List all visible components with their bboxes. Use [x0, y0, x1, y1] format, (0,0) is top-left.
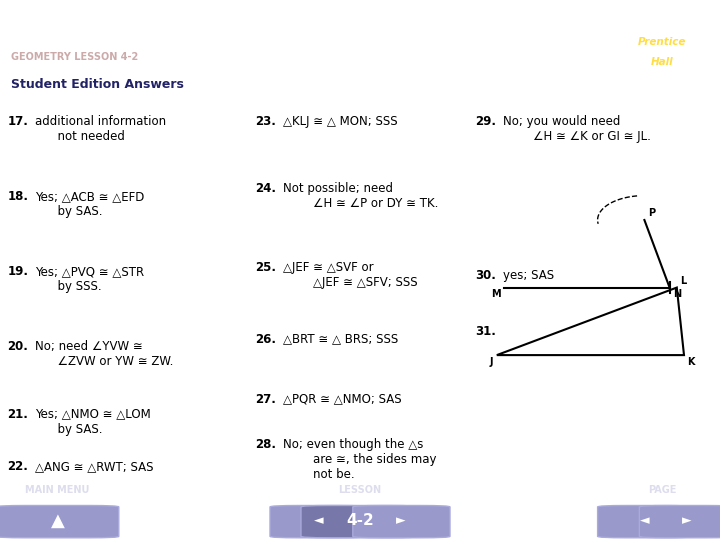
- Text: 19.: 19.: [7, 265, 28, 278]
- Text: ◄: ◄: [640, 515, 650, 528]
- FancyBboxPatch shape: [639, 505, 720, 538]
- Text: 18.: 18.: [7, 190, 28, 203]
- Text: No; need ∠YVW ≅
      ∠ZVW or YW ≅ ZW.: No; need ∠YVW ≅ ∠ZVW or YW ≅ ZW.: [35, 340, 173, 368]
- Text: 17.: 17.: [7, 115, 28, 128]
- Text: ▲: ▲: [50, 512, 65, 530]
- FancyBboxPatch shape: [301, 505, 419, 538]
- FancyBboxPatch shape: [598, 505, 693, 538]
- Text: 23.: 23.: [256, 115, 276, 128]
- Text: Yes; △PVQ ≅ △STR
      by SSS.: Yes; △PVQ ≅ △STR by SSS.: [35, 265, 144, 293]
- Text: 31.: 31.: [475, 325, 496, 338]
- Text: △ANG ≅ △RWT; SAS: △ANG ≅ △RWT; SAS: [35, 460, 153, 473]
- Text: Yes; △ACB ≅ △EFD
      by SAS.: Yes; △ACB ≅ △EFD by SAS.: [35, 190, 144, 218]
- Text: P: P: [648, 208, 655, 218]
- Text: △KLJ ≅ △ MON; SSS: △KLJ ≅ △ MON; SSS: [283, 115, 397, 128]
- Text: PEARSON: PEARSON: [640, 17, 685, 26]
- Text: N: N: [673, 289, 681, 299]
- Text: 28.: 28.: [256, 437, 276, 451]
- Text: 29.: 29.: [475, 115, 496, 128]
- Text: 20.: 20.: [7, 340, 28, 353]
- Text: △PQR ≅ △NMO; SAS: △PQR ≅ △NMO; SAS: [283, 393, 402, 406]
- Text: △JEF ≅ △SVF or
        △JEF ≅ △SFV; SSS: △JEF ≅ △SVF or △JEF ≅ △SFV; SSS: [283, 261, 418, 289]
- FancyBboxPatch shape: [0, 505, 119, 538]
- Text: ►: ►: [682, 515, 692, 528]
- Text: GEOMETRY LESSON 4-2: GEOMETRY LESSON 4-2: [11, 52, 138, 63]
- Text: additional information
      not needed: additional information not needed: [35, 115, 166, 143]
- Text: MAIN MENU: MAIN MENU: [25, 485, 90, 495]
- Text: ►: ►: [396, 515, 406, 528]
- Text: No; you would need
        ∠H ≅ ∠K or GI ≅ JL.: No; you would need ∠H ≅ ∠K or GI ≅ JL.: [503, 115, 650, 143]
- Text: Yes; △NMO ≅ △LOM
      by SAS.: Yes; △NMO ≅ △LOM by SAS.: [35, 408, 150, 436]
- Text: ◄: ◄: [314, 515, 324, 528]
- Text: Student Edition Answers: Student Edition Answers: [11, 78, 184, 91]
- Text: J: J: [490, 357, 493, 367]
- Text: yes; SAS: yes; SAS: [503, 269, 554, 282]
- Text: 22.: 22.: [7, 460, 28, 473]
- Text: 30.: 30.: [475, 269, 496, 282]
- Text: Hall: Hall: [651, 57, 674, 67]
- Text: Not possible; need
        ∠H ≅ ∠P or DY ≅ TK.: Not possible; need ∠H ≅ ∠P or DY ≅ TK.: [283, 183, 438, 211]
- Text: △BRT ≅ △ BRS; SSS: △BRT ≅ △ BRS; SSS: [283, 333, 398, 346]
- Text: M: M: [491, 289, 500, 299]
- FancyBboxPatch shape: [353, 505, 450, 538]
- Text: LESSON: LESSON: [338, 485, 382, 495]
- FancyBboxPatch shape: [270, 505, 367, 538]
- Text: 24.: 24.: [256, 183, 276, 195]
- Text: 4-2: 4-2: [346, 514, 374, 529]
- Text: PAGE: PAGE: [648, 485, 677, 495]
- Text: 21.: 21.: [7, 408, 28, 421]
- Text: 27.: 27.: [256, 393, 276, 406]
- Text: 26.: 26.: [256, 333, 276, 346]
- Text: K: K: [688, 357, 695, 367]
- Text: L: L: [680, 276, 687, 286]
- Text: No; even though the △s
        are ≅, the sides may
        not be.: No; even though the △s are ≅, the sides …: [283, 437, 436, 481]
- Text: Prentice: Prentice: [638, 37, 687, 48]
- Text: 25.: 25.: [256, 261, 276, 274]
- Text: Triangle Congruence by SSS and SAS: Triangle Congruence by SSS and SAS: [11, 18, 531, 42]
